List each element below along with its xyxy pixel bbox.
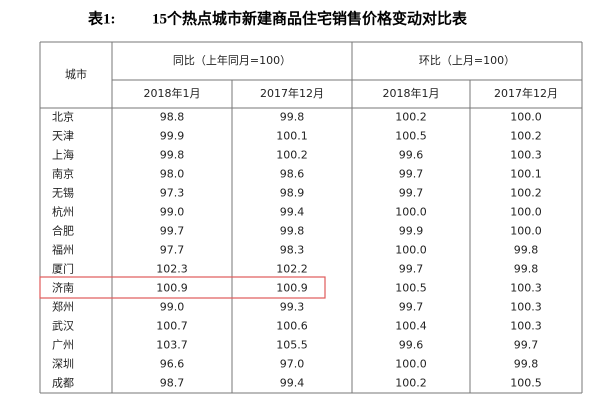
city-cell: 北京: [52, 110, 74, 124]
value-cell: 98.9: [280, 187, 305, 200]
highlight-box: [39, 276, 326, 299]
value-cell: 99.0: [160, 301, 185, 314]
value-cell: 97.7: [160, 244, 185, 257]
city-cell: 济南: [52, 281, 74, 295]
city-cell: 厦门: [52, 262, 74, 276]
value-cell: 100.2: [276, 149, 308, 162]
title-label: 表1:: [88, 9, 116, 27]
value-cell: 99.7: [399, 263, 424, 276]
city-cell: 深圳: [52, 358, 74, 371]
value-cell: 100.2: [395, 111, 427, 124]
value-cell: 99.8: [514, 244, 539, 257]
value-cell: 100.3: [510, 282, 542, 295]
value-cell: 99.0: [160, 206, 185, 219]
header-month: 2018年1月: [144, 86, 201, 100]
value-cell: 98.6: [280, 168, 305, 181]
value-cell: 98.7: [160, 377, 185, 390]
value-cell: 99.9: [399, 225, 424, 238]
value-cell: 100.7: [156, 320, 188, 333]
value-cell: 100.2: [510, 130, 542, 143]
value-cell: 100.2: [510, 187, 542, 200]
city-cell: 合肥: [52, 224, 74, 238]
city-cell: 南京: [52, 167, 74, 181]
value-cell: 100.0: [395, 244, 427, 257]
value-cell: 99.7: [399, 168, 424, 181]
value-cell: 100.3: [510, 320, 542, 333]
value-cell: 100.5: [395, 130, 427, 143]
value-cell: 97.0: [280, 358, 305, 371]
title-text: 15个热点城市新建商品住宅销售价格变动对比表: [152, 9, 468, 27]
value-cell: 98.8: [160, 111, 185, 124]
value-cell: 99.4: [280, 377, 305, 390]
value-cell: 100.3: [510, 149, 542, 162]
value-cell: 99.8: [280, 225, 305, 238]
value-cell: 99.3: [280, 301, 305, 314]
header-month: 2017年12月: [494, 86, 558, 100]
header-group: 同比（上年同月=100）: [173, 53, 291, 67]
value-cell: 100.9: [156, 282, 188, 295]
value-cell: 102.2: [276, 263, 308, 276]
value-cell: 99.7: [399, 301, 424, 314]
city-cell: 郑州: [52, 300, 74, 314]
value-cell: 100.0: [510, 111, 542, 124]
value-cell: 100.0: [510, 225, 542, 238]
value-cell: 100.0: [395, 206, 427, 219]
value-cell: 99.9: [160, 130, 185, 143]
value-cell: 100.4: [395, 320, 427, 333]
value-cell: 99.4: [280, 206, 305, 219]
value-cell: 99.6: [399, 149, 424, 162]
value-cell: 96.6: [160, 358, 185, 371]
value-cell: 99.7: [160, 225, 185, 238]
city-cell: 福州: [52, 243, 74, 257]
header-group: 环比（上月=100）: [419, 54, 515, 67]
value-cell: 100.2: [395, 377, 427, 390]
value-cell: 99.8: [514, 263, 539, 276]
value-cell: 99.8: [514, 358, 539, 371]
value-cell: 100.1: [510, 168, 542, 181]
header-month: 2018年1月: [383, 86, 440, 100]
value-cell: 105.5: [276, 339, 308, 352]
city-cell: 广州: [52, 339, 74, 352]
value-cell: 100.3: [510, 301, 542, 314]
header-city: 城市: [65, 67, 87, 81]
value-cell: 100.1: [276, 130, 308, 143]
header-month: 2017年12月: [260, 86, 324, 100]
city-cell: 武汉: [52, 320, 74, 333]
value-cell: 100.0: [395, 358, 427, 371]
value-cell: 99.7: [514, 339, 539, 352]
city-cell: 天津: [52, 130, 74, 143]
city-cell: 上海: [52, 148, 74, 162]
city-cell: 杭州: [52, 205, 74, 219]
value-cell: 98.0: [160, 168, 185, 181]
value-cell: 100.6: [276, 320, 308, 333]
value-cell: 103.7: [156, 339, 188, 352]
value-cell: 99.8: [280, 111, 305, 124]
value-cell: 100.0: [510, 206, 542, 219]
city-cell: 成都: [52, 377, 74, 390]
value-cell: 99.7: [399, 187, 424, 200]
value-cell: 102.3: [156, 263, 188, 276]
value-cell: 100.5: [395, 282, 427, 295]
value-cell: 97.3: [160, 187, 185, 200]
value-cell: 99.6: [399, 339, 424, 352]
value-cell: 99.8: [160, 149, 185, 162]
value-cell: 100.5: [510, 377, 542, 390]
value-cell: 100.9: [276, 282, 308, 295]
value-cell: 98.3: [280, 244, 305, 257]
city-cell: 无锡: [52, 186, 74, 200]
